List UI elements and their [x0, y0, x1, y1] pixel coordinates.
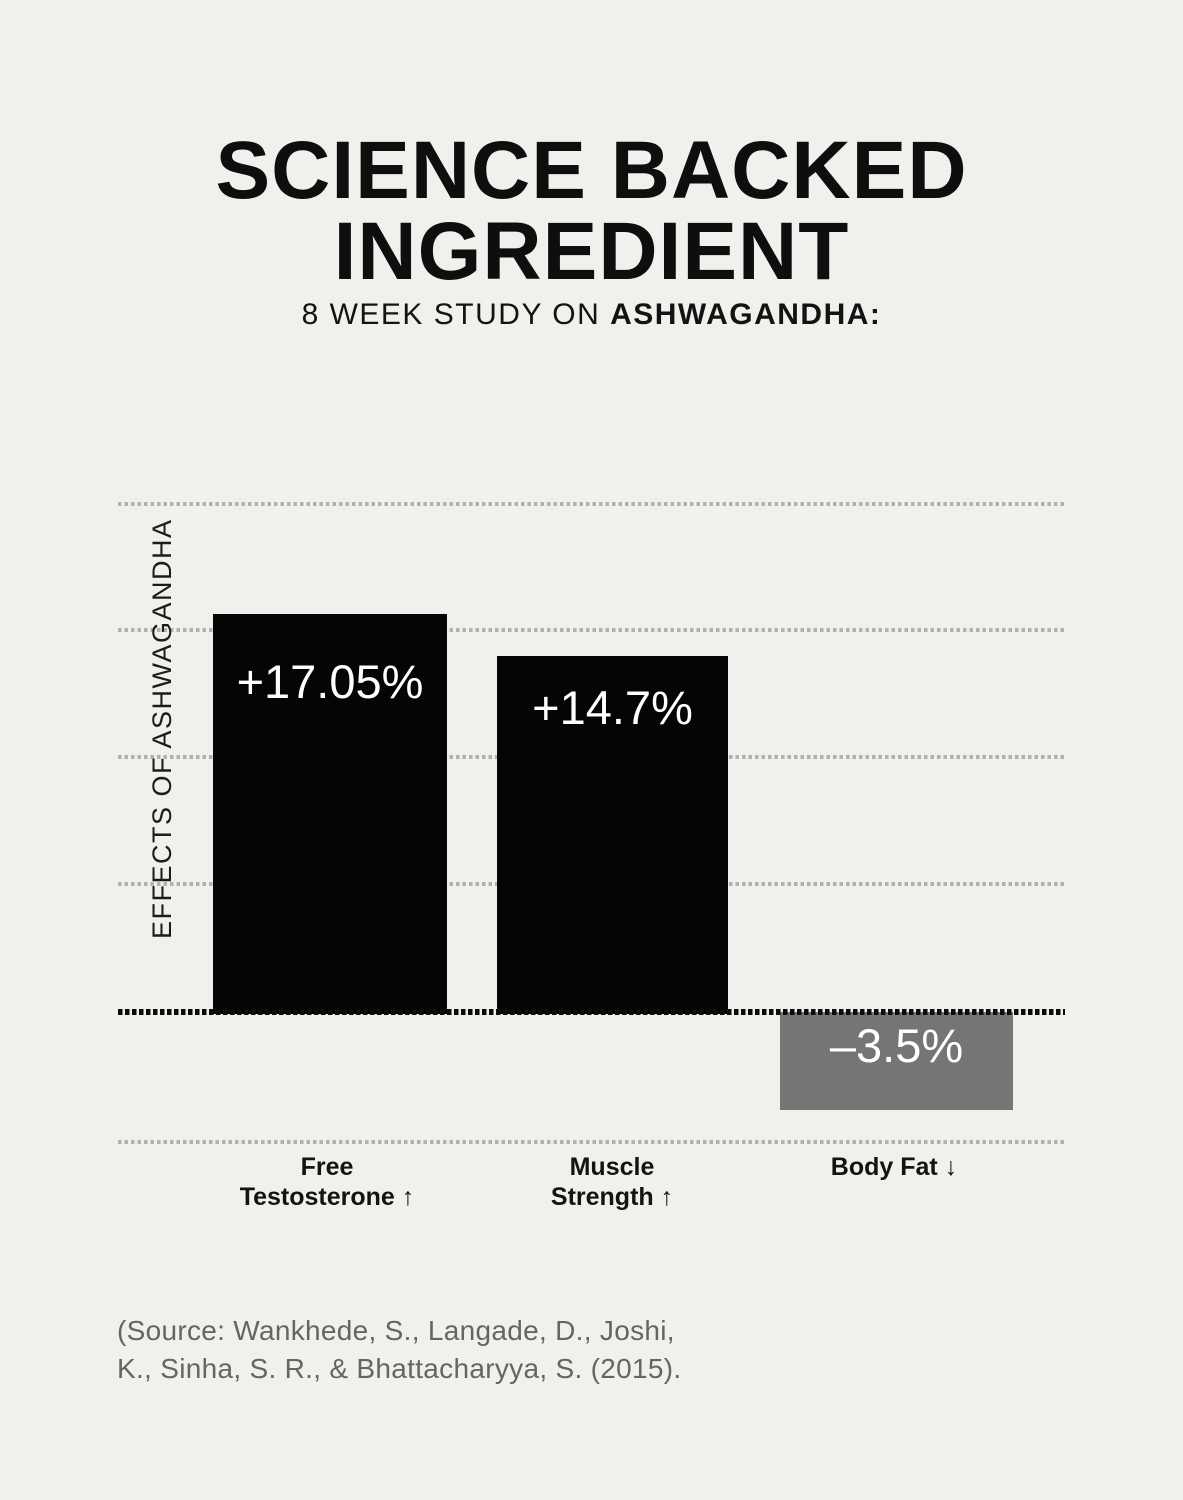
x-label-line-1: Body Fat ↓	[830, 1153, 958, 1181]
page-subtitle: 8 WEEK STUDY ON ASHWAGANDHA:	[0, 297, 1183, 333]
source-line-1: (Source: Wankhede, S., Langade, D., Josh…	[117, 1315, 675, 1346]
gridline	[118, 628, 1065, 632]
bar-value-label: +17.05%	[236, 655, 424, 708]
bar-value-label: –3.5%	[829, 1019, 964, 1072]
x-label-muscle-strength: Muscle Strength ↑	[462, 1152, 762, 1212]
x-label-body-fat: Body Fat ↓	[744, 1152, 1044, 1182]
bar-body-fat: –3.5%	[780, 1012, 1013, 1110]
gridline	[118, 1140, 1065, 1144]
subtitle-ingredient-name: ASHWAGANDHA:	[610, 298, 882, 331]
title-line-2: INGREDIENT	[333, 206, 850, 297]
x-label-line-2: Strength ↑	[550, 1183, 674, 1211]
x-label-free-testosterone: Free Testosterone ↑	[177, 1152, 477, 1212]
page-title: SCIENCE BACKED INGREDIENT	[0, 125, 1183, 297]
title-line-1: SCIENCE BACKED	[215, 125, 968, 216]
zero-baseline	[118, 1009, 1065, 1015]
subtitle-prefix: 8 WEEK STUDY ON	[301, 298, 611, 331]
x-label-line-2: Testosterone ↑	[239, 1183, 415, 1211]
x-label-line-1: Muscle	[569, 1153, 655, 1181]
y-axis-label: EFFECTS OF ASHWAGANDHA	[147, 518, 177, 939]
x-label-line-1: Free	[300, 1153, 354, 1181]
bar-free-testosterone: +17.05%	[213, 614, 447, 1014]
source-citation: (Source: Wankhede, S., Langade, D., Josh…	[117, 1312, 681, 1388]
bar-muscle-strength: +14.7%	[497, 656, 728, 1014]
gridline	[118, 502, 1065, 506]
bar-value-label: +14.7%	[532, 681, 693, 734]
source-line-2: K., Sinha, S. R., & Bhattacharyya, S. (2…	[117, 1353, 682, 1384]
